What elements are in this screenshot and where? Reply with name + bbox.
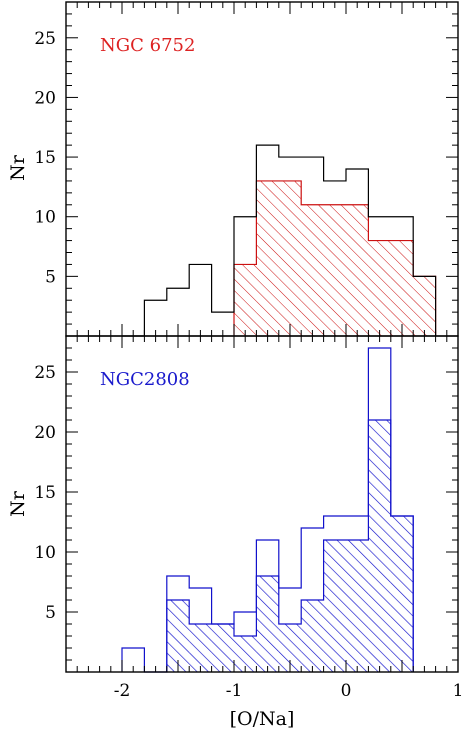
panel-ngc6752: 5 10 15 20 25 [34, 1, 459, 337]
hatched-bar-9 [368, 420, 391, 672]
hatched-bar-2 [278, 180, 302, 336]
hatched-bar-4 [323, 204, 346, 336]
hatched-bar-3 [301, 204, 324, 336]
y-tick-label-20: 20 [34, 88, 56, 108]
hatched-bar-8 [413, 276, 436, 336]
hatched-outline [166, 419, 414, 672]
hatched-bar-6 [368, 240, 391, 336]
x-tick-label--2: -2 [114, 681, 131, 701]
outline-step-line [122, 144, 437, 337]
x-tick-label-0: 0 [341, 681, 352, 701]
bottom-y-axis-title: Nr [7, 490, 29, 517]
hatched-bar-7 [323, 540, 346, 672]
top-y-axis-title: Nr [7, 154, 29, 181]
hatched-bar-8 [346, 540, 369, 672]
hatched-bar-5 [346, 204, 369, 336]
y-tick-label-5: 5 [45, 603, 56, 623]
hatched-bar-1 [189, 624, 212, 672]
x-axis-title: [O/Na] [230, 708, 295, 730]
y-tick-label-5: 5 [45, 267, 56, 287]
hatched-bar-4 [256, 576, 279, 672]
y-tick-label-25: 25 [34, 29, 56, 49]
hatched-bar-10 [390, 516, 414, 672]
hatched-bar-0 [166, 600, 190, 672]
y-tick-label-20: 20 [34, 423, 56, 443]
outline-step-line [121, 347, 414, 673]
bottom-panel-label: NGC2808 [100, 369, 190, 390]
y-tick-label-25: 25 [34, 363, 56, 383]
y-tick-label-15: 15 [34, 483, 56, 503]
hatched-bar-7 [390, 240, 414, 336]
y-tick-label-10: 10 [34, 543, 56, 563]
x-tick-label--1: -1 [226, 681, 243, 701]
hatched-bar-6 [301, 600, 324, 672]
hatched-bar-1 [256, 180, 279, 336]
x-tick-label-1: 1 [453, 681, 462, 701]
outline-bar-3 [189, 264, 211, 336]
hatched-bar-3 [234, 636, 257, 672]
panel-ngc2808: 5 10 15 20 25 -2 -1 0 1 [34, 335, 462, 701]
hatched-bar-2 [211, 624, 234, 672]
top-panel-label: NGC 6752 [100, 35, 195, 56]
y-tick-label-10: 10 [34, 208, 56, 228]
hatched-bar-0 [234, 264, 257, 336]
hatched-bar-5 [278, 624, 302, 672]
y-tick-label-15: 15 [34, 148, 56, 168]
